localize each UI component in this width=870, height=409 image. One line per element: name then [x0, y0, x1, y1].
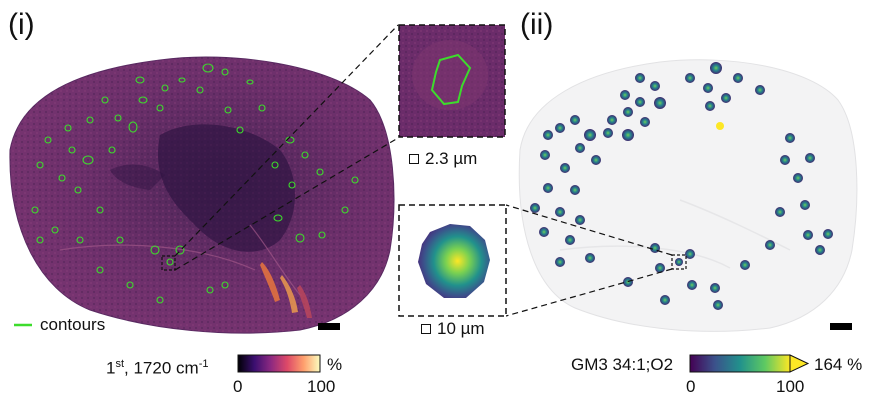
inset-top-scale: 2.3 µm	[409, 150, 477, 167]
right-scale-bar	[830, 323, 852, 330]
colorbar-left-max: 100	[307, 377, 336, 396]
scale-square-icon	[409, 153, 419, 164]
inset-top-image	[398, 24, 506, 138]
left-scale-bar	[318, 323, 340, 330]
inset-bottom-image	[398, 204, 507, 317]
inset-bottom-scale: 10 µm	[421, 320, 485, 337]
left-roi-zoom-lines	[161, 24, 399, 271]
colorbar-right-extended-max: 164 %	[814, 355, 863, 374]
colorbar-right	[689, 354, 810, 373]
colorbar-right-min: 0	[686, 377, 696, 396]
left-contours	[31, 63, 359, 304]
colorbar-left-title: 1st, 1720 cm-1	[106, 358, 209, 378]
left-tissue-image	[9, 56, 395, 334]
right-roi-zoom-lines	[505, 204, 687, 317]
panel-label-i: (i)	[8, 8, 35, 41]
right-spots	[530, 62, 833, 310]
scale-square-icon	[421, 323, 431, 334]
colorbar-left-min: 0	[233, 377, 243, 396]
colorbar-right-title: GM3 34:1;O2	[571, 355, 674, 374]
colorbar-left-unit: %	[327, 355, 343, 374]
colorbar-left	[237, 354, 321, 373]
right-tissue-image	[518, 59, 858, 332]
inset-bottom-scale-label: 10 µm	[437, 319, 485, 338]
inset-top-scale-label: 2.3 µm	[425, 149, 478, 168]
panel-label-ii: (ii)	[520, 8, 554, 41]
colorbar-right-max: 100	[776, 377, 805, 396]
contours-legend-label: contours	[40, 315, 106, 334]
